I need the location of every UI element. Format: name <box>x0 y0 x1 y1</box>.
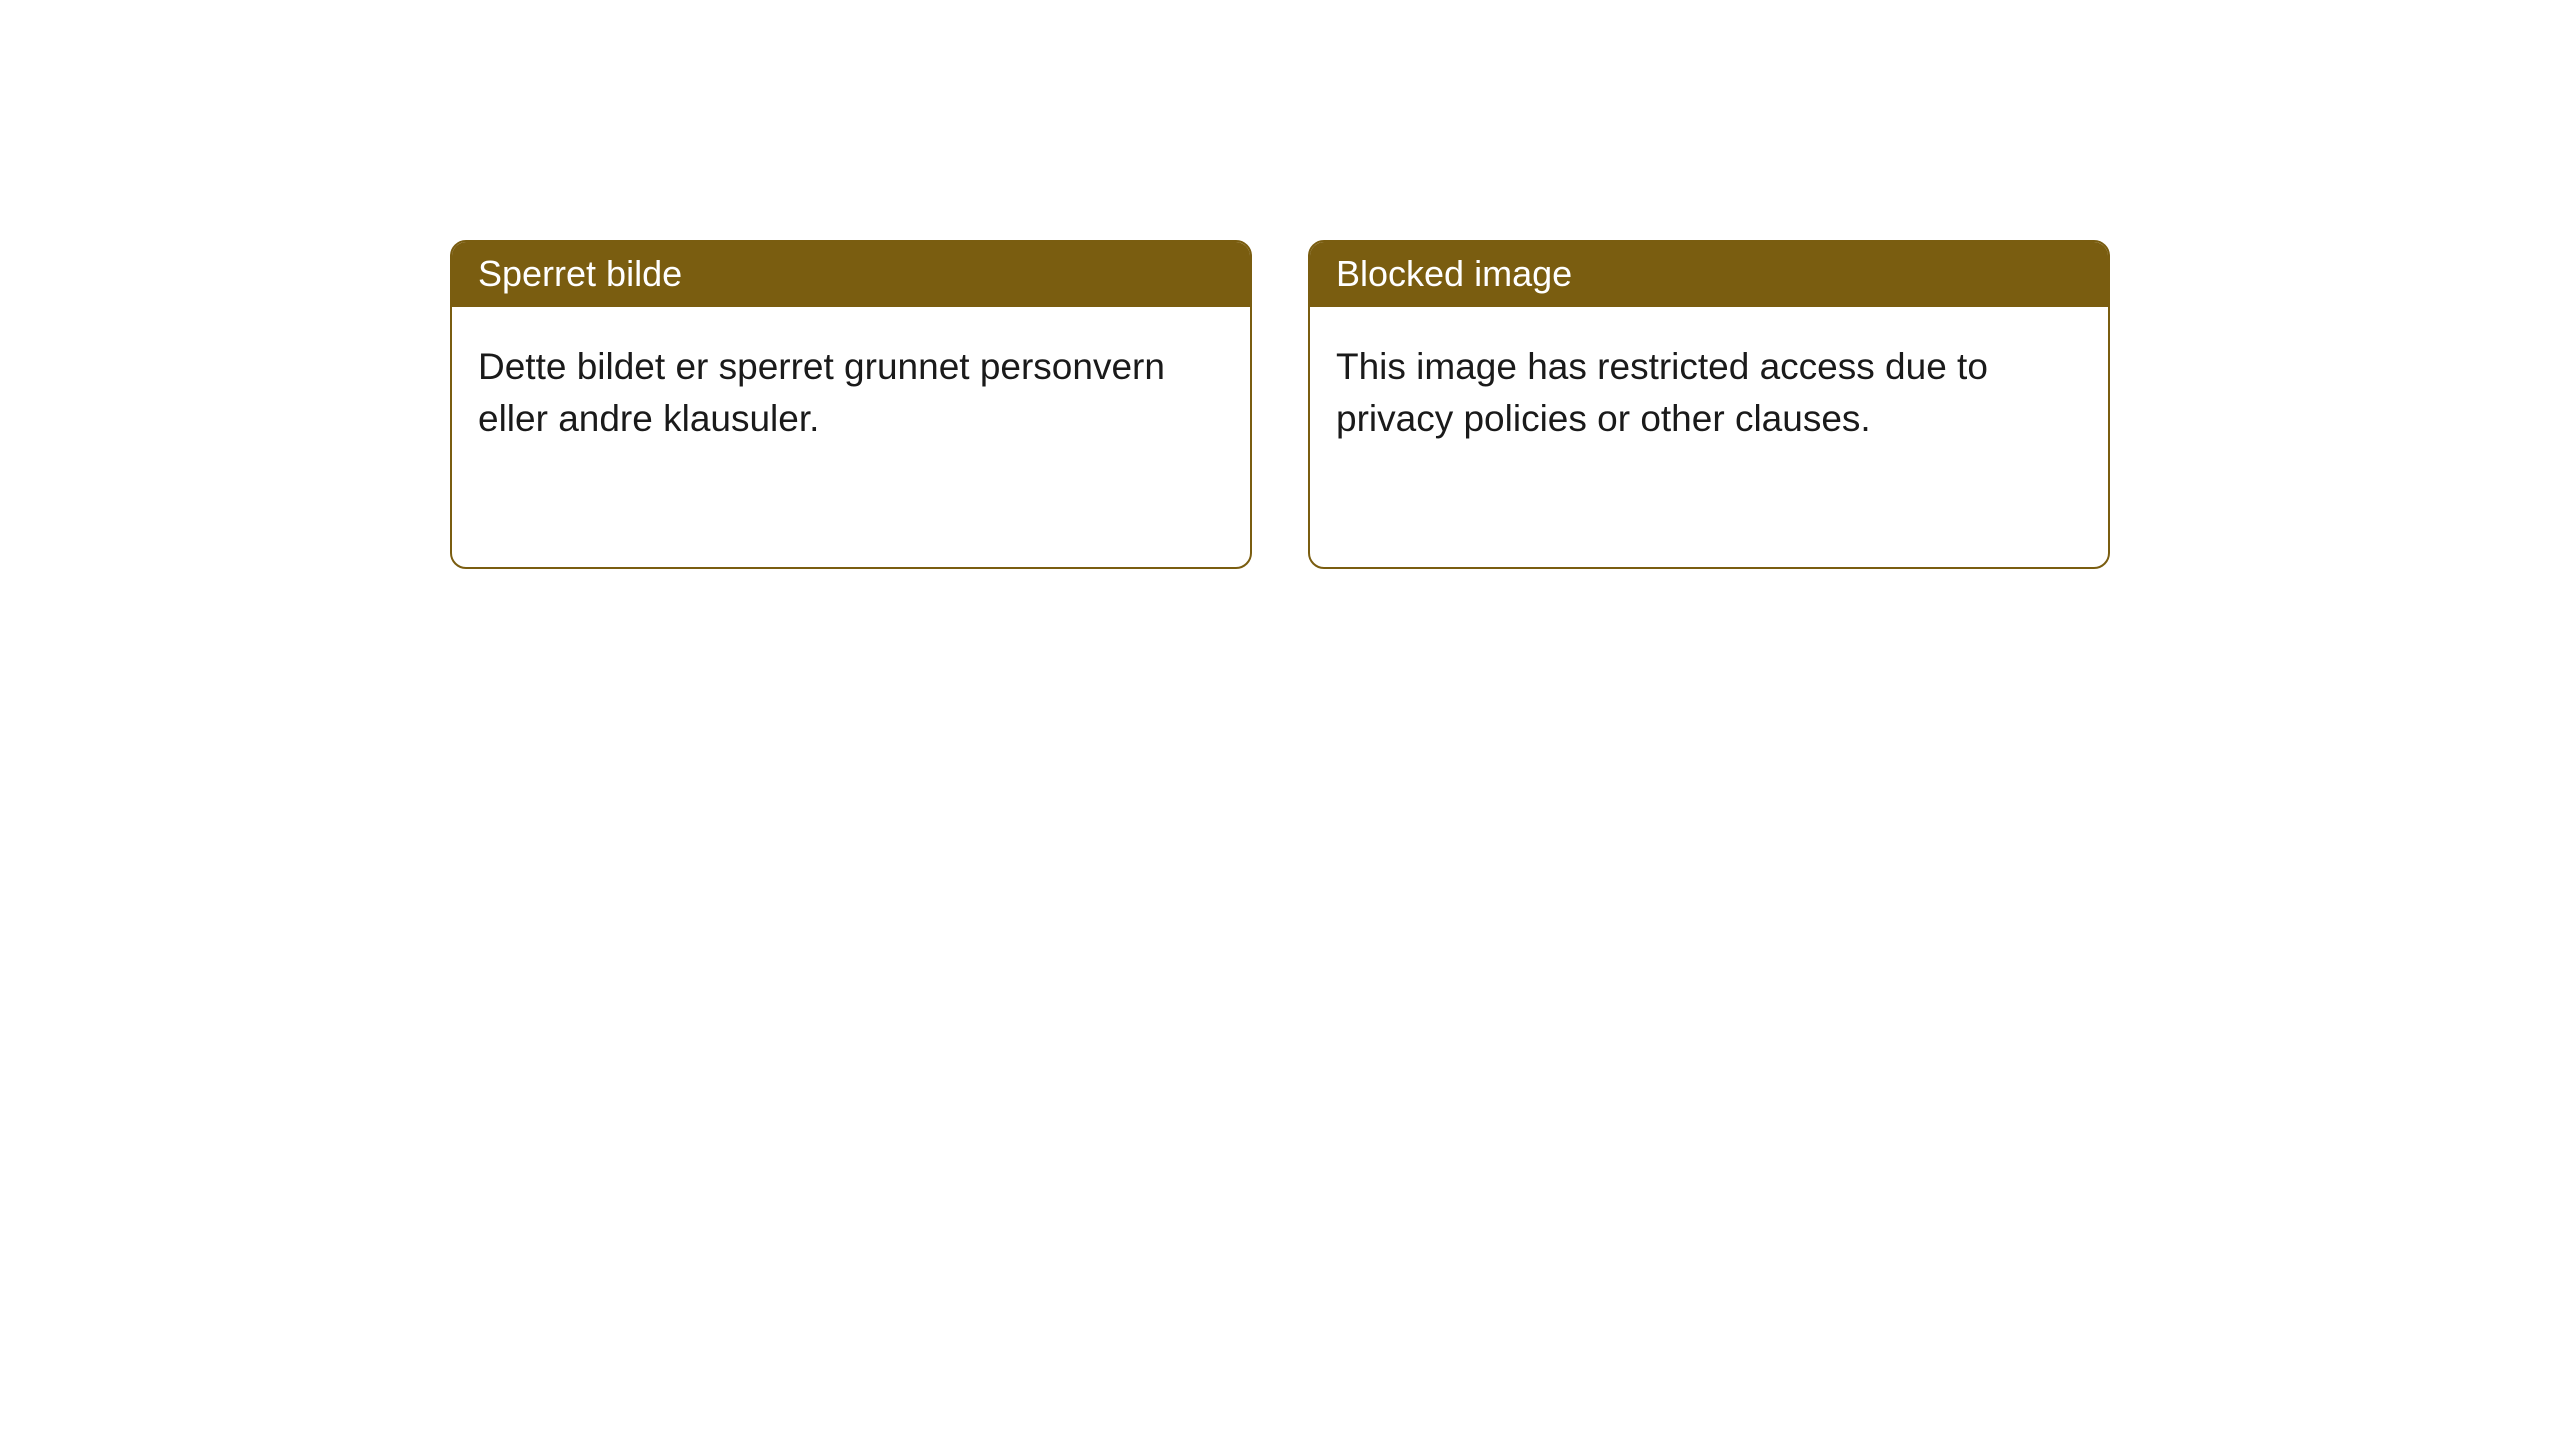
notice-body-norwegian: Dette bildet er sperret grunnet personve… <box>452 307 1250 567</box>
notice-text: This image has restricted access due to … <box>1336 346 1988 439</box>
notice-header-norwegian: Sperret bilde <box>452 242 1250 307</box>
notice-header-english: Blocked image <box>1310 242 2108 307</box>
notice-body-english: This image has restricted access due to … <box>1310 307 2108 567</box>
notice-title: Blocked image <box>1336 253 1572 294</box>
notice-title: Sperret bilde <box>478 253 682 294</box>
notice-container: Sperret bilde Dette bildet er sperret gr… <box>0 0 2560 569</box>
notice-card-english: Blocked image This image has restricted … <box>1308 240 2110 569</box>
notice-text: Dette bildet er sperret grunnet personve… <box>478 346 1165 439</box>
notice-card-norwegian: Sperret bilde Dette bildet er sperret gr… <box>450 240 1252 569</box>
